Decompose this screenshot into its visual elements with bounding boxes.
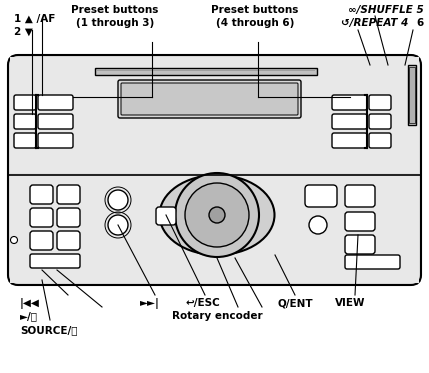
- Circle shape: [108, 190, 128, 210]
- Circle shape: [10, 236, 18, 244]
- FancyBboxPatch shape: [345, 235, 375, 254]
- FancyBboxPatch shape: [57, 231, 80, 250]
- FancyBboxPatch shape: [332, 133, 367, 148]
- Circle shape: [209, 207, 225, 223]
- Bar: [97, 69, 315, 71]
- Text: |◀◀: |◀◀: [20, 298, 40, 309]
- FancyBboxPatch shape: [8, 55, 421, 285]
- Text: ►►|: ►►|: [140, 298, 160, 309]
- FancyBboxPatch shape: [14, 114, 36, 129]
- FancyBboxPatch shape: [30, 185, 53, 204]
- FancyBboxPatch shape: [30, 208, 53, 227]
- FancyBboxPatch shape: [332, 114, 367, 129]
- FancyBboxPatch shape: [332, 95, 367, 110]
- FancyBboxPatch shape: [369, 114, 391, 129]
- Circle shape: [108, 215, 128, 235]
- FancyBboxPatch shape: [305, 185, 337, 207]
- Circle shape: [175, 173, 259, 257]
- FancyBboxPatch shape: [30, 254, 80, 268]
- Bar: [10, 57, 419, 173]
- FancyBboxPatch shape: [14, 95, 36, 110]
- Text: Preset buttons
(1 through 3): Preset buttons (1 through 3): [71, 5, 159, 28]
- FancyBboxPatch shape: [369, 95, 391, 110]
- Text: VIEW: VIEW: [335, 298, 366, 308]
- FancyBboxPatch shape: [121, 83, 298, 115]
- Bar: [95, 68, 317, 75]
- FancyBboxPatch shape: [57, 185, 80, 204]
- Text: 6: 6: [417, 18, 424, 28]
- FancyBboxPatch shape: [156, 207, 176, 225]
- Circle shape: [185, 183, 249, 247]
- FancyBboxPatch shape: [118, 80, 301, 118]
- FancyBboxPatch shape: [345, 255, 400, 269]
- FancyBboxPatch shape: [345, 212, 375, 231]
- Circle shape: [309, 216, 327, 234]
- FancyBboxPatch shape: [57, 208, 80, 227]
- FancyBboxPatch shape: [38, 114, 73, 129]
- Text: SOURCE/⏻: SOURCE/⏻: [20, 325, 78, 335]
- FancyBboxPatch shape: [345, 185, 375, 207]
- Text: ∞/SHUFFLE 5: ∞/SHUFFLE 5: [348, 5, 424, 15]
- Text: Preset buttons
(4 through 6): Preset buttons (4 through 6): [211, 5, 299, 28]
- Bar: [408, 65, 416, 125]
- Bar: [10, 175, 419, 283]
- FancyBboxPatch shape: [14, 133, 36, 148]
- FancyBboxPatch shape: [30, 231, 53, 250]
- Text: ►/⏸: ►/⏸: [20, 311, 38, 321]
- FancyBboxPatch shape: [38, 95, 73, 110]
- Text: ↩/ESC: ↩/ESC: [185, 298, 220, 308]
- Text: Rotary encoder: Rotary encoder: [172, 311, 262, 321]
- Text: 2 ▼: 2 ▼: [14, 27, 33, 37]
- Text: Q/ENT: Q/ENT: [278, 298, 314, 308]
- Text: ↺/REPEAT 4: ↺/REPEAT 4: [341, 18, 408, 28]
- Ellipse shape: [160, 175, 275, 255]
- FancyBboxPatch shape: [38, 133, 73, 148]
- FancyBboxPatch shape: [369, 133, 391, 148]
- Bar: [409, 67, 415, 123]
- Text: 1 ▲ /AF: 1 ▲ /AF: [14, 14, 55, 24]
